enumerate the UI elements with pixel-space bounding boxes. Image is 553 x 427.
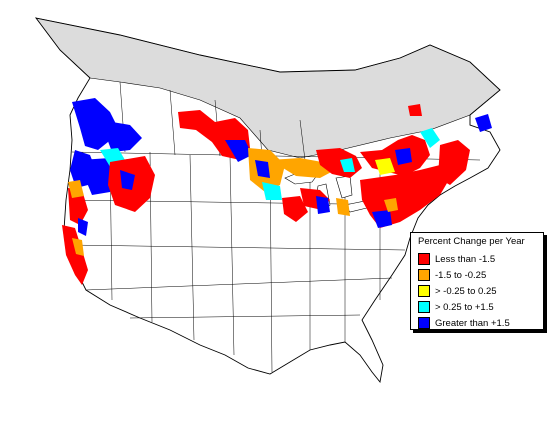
legend-swatch — [418, 269, 430, 281]
legend-label: > 0.25 to +1.5 — [435, 301, 494, 313]
legend-item: -1.5 to -0.25 — [416, 267, 538, 283]
legend-item: Greater than +1.5 — [416, 315, 538, 331]
legend-swatch — [418, 301, 430, 313]
legend-label: Less than -1.5 — [435, 253, 496, 265]
legend-label: > -0.25 to 0.25 — [435, 285, 497, 297]
trend-regions — [62, 98, 492, 285]
legend-item: Less than -1.5 — [416, 251, 538, 267]
legend-swatch — [418, 317, 430, 329]
legend-item: > -0.25 to 0.25 — [416, 283, 538, 299]
legend-item: > 0.25 to +1.5 — [416, 299, 538, 315]
legend-label: Greater than +1.5 — [435, 317, 510, 329]
legend-swatch — [418, 253, 430, 265]
legend-swatch — [418, 285, 430, 297]
legend-label: -1.5 to -0.25 — [435, 269, 487, 281]
legend: Percent Change per Year Less than -1.5 -… — [410, 232, 544, 330]
legend-title: Percent Change per Year — [418, 236, 525, 247]
